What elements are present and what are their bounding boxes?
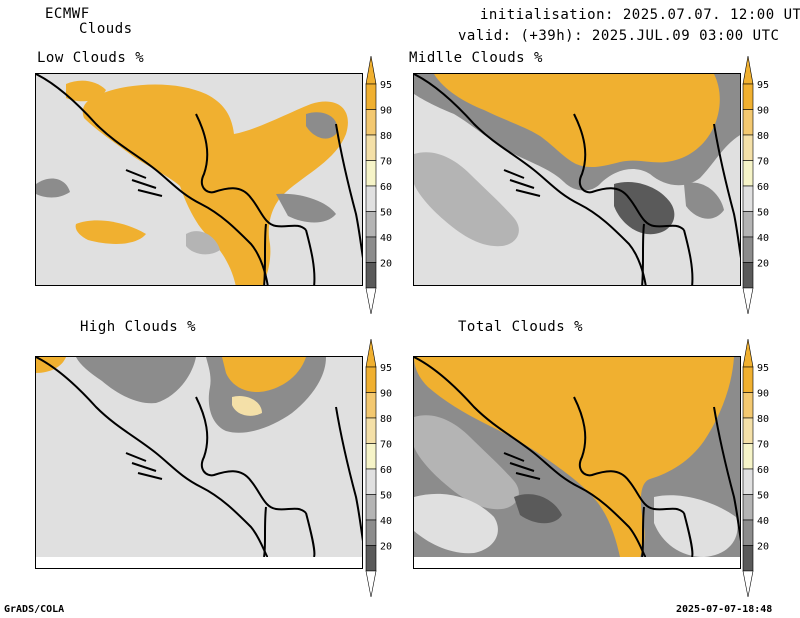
colorbar-segment	[742, 160, 754, 187]
panel-title-low-clouds: Low Clouds %	[37, 50, 145, 66]
colorbar-segment	[742, 417, 754, 444]
colorbar-segment	[365, 236, 377, 263]
colorbar-segment	[365, 211, 377, 238]
colorbar-label: 20	[757, 542, 769, 553]
colorbar-bottom-left: 95 90 80 70 60 50 40 20	[365, 338, 426, 598]
low-clouds-map	[36, 74, 362, 285]
colorbar-label: 50	[380, 491, 392, 502]
colorbar-segment	[365, 83, 377, 110]
colorbar-svg: 95 90 80 70 60 50 40 20	[365, 55, 392, 315]
colorbar-label: 20	[380, 259, 392, 270]
footer-timestamp: 2025-07-07-18:48	[676, 604, 773, 615]
colorbar-segment	[365, 417, 377, 444]
colorbar-label: 40	[757, 516, 769, 527]
colorbar-top-arrow	[365, 338, 377, 368]
colorbar-label: 40	[380, 233, 392, 244]
colorbar-segment	[742, 443, 754, 470]
total-clouds-map	[414, 357, 740, 557]
map-panel-middle-clouds	[413, 73, 741, 286]
colorbar-segment	[742, 185, 754, 212]
colorbar-top-arrow	[742, 338, 754, 368]
colorbar-label: 95	[380, 80, 392, 91]
colorbar-label: 80	[757, 131, 769, 142]
colorbar-label: 90	[380, 106, 392, 117]
colorbar-label: 40	[757, 233, 769, 244]
product-name: Clouds	[79, 21, 133, 37]
colorbar-segment	[365, 443, 377, 470]
colorbar-segment	[365, 185, 377, 212]
colorbar-label: 90	[757, 389, 769, 400]
colorbar-label: 95	[757, 80, 769, 91]
colorbar-label: 90	[380, 389, 392, 400]
colorbar-top-left: 95 90 80 70 60 50 40 20	[365, 55, 426, 315]
colorbar-svg: 95 90 80 70 60 50 40 20	[742, 55, 769, 315]
colorbar-label: 80	[380, 131, 392, 142]
colorbar-segment	[365, 262, 377, 289]
colorbar-label: 70	[380, 157, 392, 168]
colorbar-bottom-arrow	[742, 287, 754, 315]
colorbar-segment	[742, 109, 754, 136]
panel-title-middle-clouds: Midlle Clouds %	[409, 50, 543, 66]
colorbar-segment	[365, 494, 377, 521]
initialisation-time: initialisation: 2025.07.07. 12:00 UTC	[480, 7, 800, 23]
colorbar-svg: 95 90 80 70 60 50 40 20	[365, 338, 392, 598]
colorbar-segment	[365, 392, 377, 419]
colorbar-label: 70	[757, 440, 769, 451]
colorbar-top-arrow	[742, 55, 754, 85]
colorbar-segment	[742, 236, 754, 263]
colorbar-label: 20	[380, 542, 392, 553]
colorbar-svg: 95 90 80 70 60 50 40 20	[742, 338, 769, 598]
colorbar-label: 70	[757, 157, 769, 168]
colorbar-segment	[742, 134, 754, 161]
colorbar-label: 95	[757, 363, 769, 374]
colorbar-segment	[742, 211, 754, 238]
colorbar-segment	[365, 109, 377, 136]
colorbar-segment	[742, 83, 754, 110]
colorbar-label: 60	[757, 182, 769, 193]
colorbar-label: 50	[757, 491, 769, 502]
middle-clouds-map	[414, 74, 740, 285]
colorbar-bottom-right: 95 90 80 70 60 50 40 20	[742, 338, 800, 598]
colorbar-label: 95	[380, 363, 392, 374]
colorbar-label: 50	[757, 208, 769, 219]
map-panel-total-clouds	[413, 356, 741, 569]
colorbar-segment	[742, 366, 754, 393]
colorbar-label: 50	[380, 208, 392, 219]
colorbar-segment	[365, 160, 377, 187]
colorbar-label: 90	[757, 106, 769, 117]
colorbar-top-right: 95 90 80 70 60 50 40 20	[742, 55, 800, 315]
colorbar-label: 40	[380, 516, 392, 527]
footer-software: GrADS/COLA	[4, 604, 65, 615]
colorbar-label: 80	[757, 414, 769, 425]
colorbar-label: 80	[380, 414, 392, 425]
colorbar-segment	[742, 494, 754, 521]
colorbar-label: 60	[380, 465, 392, 476]
colorbar-segment	[365, 134, 377, 161]
model-name: ECMWF	[45, 6, 90, 22]
colorbar-label: 70	[380, 440, 392, 451]
colorbar-segment	[742, 545, 754, 572]
valid-time: valid: (+39h): 2025.JUL.09 03:00 UTC	[458, 28, 780, 44]
high-clouds-map	[36, 357, 362, 557]
colorbar-segment	[365, 519, 377, 546]
colorbar-label: 60	[380, 182, 392, 193]
colorbar-segment	[742, 468, 754, 495]
colorbar-segment	[365, 468, 377, 495]
panel-title-total-clouds: Total Clouds %	[458, 319, 584, 335]
panel-title-high-clouds: High Clouds %	[80, 319, 197, 335]
colorbar-segment	[365, 545, 377, 572]
colorbar-bottom-arrow	[365, 570, 377, 598]
colorbar-top-arrow	[365, 55, 377, 85]
colorbar-label: 20	[757, 259, 769, 270]
colorbar-segment	[742, 392, 754, 419]
colorbar-label: 60	[757, 465, 769, 476]
colorbar-segment	[742, 262, 754, 289]
colorbar-bottom-arrow	[365, 287, 377, 315]
map-panel-low-clouds	[35, 73, 363, 286]
colorbar-segment	[365, 366, 377, 393]
map-panel-high-clouds	[35, 356, 363, 569]
colorbar-segment	[742, 519, 754, 546]
colorbar-bottom-arrow	[742, 570, 754, 598]
